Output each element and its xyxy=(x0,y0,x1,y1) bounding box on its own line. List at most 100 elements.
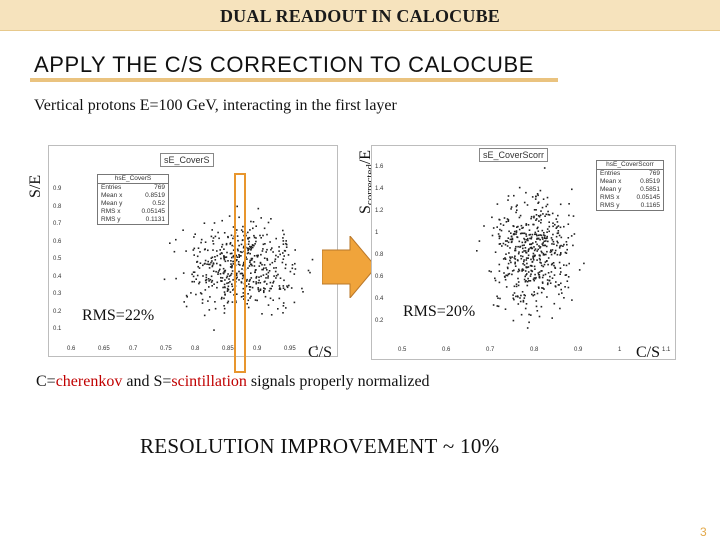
scatter-point xyxy=(544,234,546,237)
scatter-point xyxy=(568,262,570,265)
scatter-point xyxy=(202,264,204,267)
scatter-point xyxy=(558,261,561,264)
scatter-point xyxy=(240,296,243,298)
scatter-point xyxy=(282,252,284,254)
scatter-point xyxy=(198,281,201,283)
scatter-point xyxy=(265,267,267,269)
scatter-point xyxy=(238,216,240,219)
scatter-point xyxy=(270,218,272,220)
scatter-point xyxy=(225,276,228,279)
scatter-point xyxy=(223,258,226,261)
scatter-point xyxy=(519,300,522,303)
scatter-point xyxy=(543,244,546,247)
scatter-point xyxy=(546,228,549,230)
scatter-point xyxy=(543,254,545,256)
scatter-point xyxy=(537,194,539,197)
scatter-point xyxy=(282,243,285,245)
scatter-point xyxy=(517,245,519,248)
scatter-point xyxy=(288,284,290,287)
scatter-point xyxy=(506,266,509,269)
scatter-point xyxy=(237,261,240,263)
scatter-point xyxy=(571,188,573,191)
scatter-point xyxy=(529,243,531,246)
scatter-point xyxy=(263,227,266,230)
scatter-point xyxy=(510,232,512,234)
scatter-point xyxy=(220,257,222,260)
scatter-point xyxy=(541,270,543,272)
scatter-point xyxy=(565,264,568,267)
scatter-point xyxy=(556,221,559,223)
scatter-point xyxy=(275,267,277,269)
scatter-point xyxy=(198,282,200,285)
x-tick-label: 0.75 xyxy=(160,346,172,352)
scatter-point xyxy=(548,214,551,216)
scatter-point xyxy=(269,297,272,300)
scatter-point xyxy=(524,241,527,243)
scatter-point xyxy=(169,242,171,244)
stat-value: 0.52 xyxy=(152,200,165,207)
scatter-point xyxy=(516,204,518,206)
scatter-point xyxy=(545,205,547,208)
scatter-point xyxy=(539,238,541,241)
y-tick-label: 0.2 xyxy=(375,318,384,324)
scatter-point xyxy=(525,280,527,282)
stat-label: Mean x xyxy=(600,178,622,185)
scatter-point xyxy=(546,231,548,233)
scatter-point xyxy=(500,229,503,232)
scatter-point xyxy=(223,283,226,286)
scatter-point xyxy=(285,307,287,309)
scatter-point xyxy=(214,307,217,310)
scatter-point xyxy=(515,295,517,298)
scatter-point xyxy=(541,229,544,232)
scatter-point xyxy=(524,307,527,310)
scatter-point xyxy=(282,287,285,289)
scatter-point xyxy=(541,287,543,289)
scatter-point xyxy=(518,268,520,271)
scatter-point xyxy=(257,207,260,210)
scatter-point xyxy=(262,234,264,237)
scatter-point xyxy=(205,274,208,276)
scatter-point xyxy=(219,273,222,275)
scatter-point xyxy=(205,281,207,284)
scatter-point xyxy=(238,270,240,273)
scatter-point xyxy=(266,257,268,260)
scatter-point xyxy=(247,306,250,309)
scatter-point xyxy=(256,254,258,257)
scatter-point xyxy=(240,229,243,231)
scatter-point xyxy=(503,217,506,219)
scatter-point xyxy=(286,285,288,287)
scatter-point xyxy=(503,275,506,278)
scatter-point xyxy=(526,262,528,265)
scatter-point xyxy=(537,273,540,276)
scatter-point xyxy=(541,243,544,245)
scatter-point xyxy=(254,299,257,301)
scatter-point xyxy=(533,291,535,293)
stat-label: Mean y xyxy=(600,186,622,193)
scatter-point xyxy=(238,255,241,257)
scatter-point xyxy=(536,243,538,246)
scatter-point xyxy=(273,267,275,269)
scatter-point xyxy=(254,243,256,245)
scatter-point xyxy=(285,246,288,248)
scatter-point xyxy=(221,296,223,299)
scatter-point xyxy=(572,215,575,217)
scatter-point xyxy=(285,263,287,266)
scatter-point xyxy=(251,244,254,246)
scatter-point xyxy=(243,245,245,248)
right-scatter-plot: sE_CoverScorr hsE_CoverScorr Entries 769 … xyxy=(371,145,676,360)
scatter-point xyxy=(283,279,285,282)
scatter-point xyxy=(231,270,234,272)
scatter-point xyxy=(510,261,512,264)
scatter-point xyxy=(539,189,542,192)
scatter-point xyxy=(559,245,561,247)
scatter-point xyxy=(283,255,285,257)
scatter-point xyxy=(557,241,559,244)
scatter-point xyxy=(527,257,529,259)
scatter-point xyxy=(520,255,522,257)
scatter-point xyxy=(529,247,532,249)
scatter-point xyxy=(210,281,213,283)
scatter-point xyxy=(507,219,510,221)
scatter-point xyxy=(239,251,242,253)
scatter-point xyxy=(541,276,544,279)
scatter-point xyxy=(556,226,558,228)
